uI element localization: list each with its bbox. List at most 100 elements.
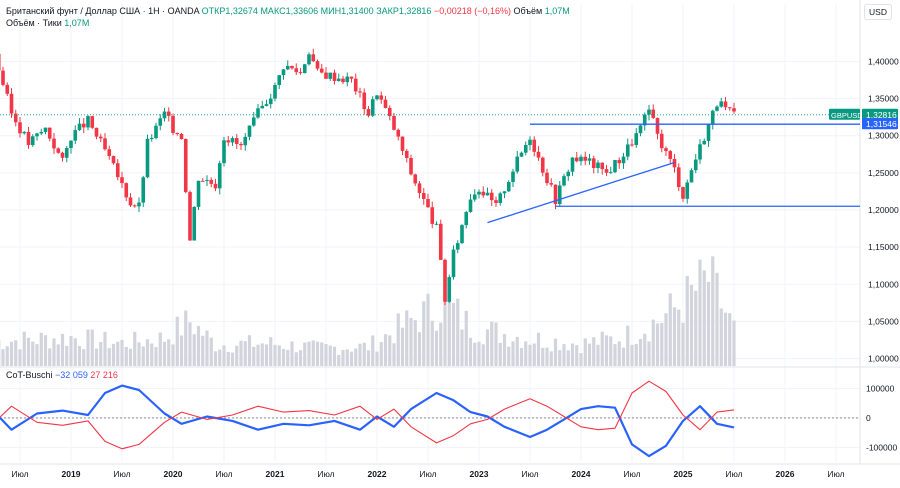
price-tick-label: 1,30000 xyxy=(868,131,899,141)
candle-body xyxy=(511,172,515,182)
volume-bar xyxy=(146,339,149,366)
volume-bar xyxy=(163,342,166,366)
time-tick-label: Июл xyxy=(317,469,334,479)
candle-body xyxy=(677,167,681,187)
volume-bar xyxy=(579,353,582,366)
close-label: ЗАКР xyxy=(376,6,399,16)
candle-body xyxy=(18,122,22,133)
volume-bar xyxy=(137,342,140,366)
candle-body xyxy=(303,64,307,73)
candle-body xyxy=(600,163,604,169)
candle-body xyxy=(469,200,473,212)
volume-bar xyxy=(388,335,391,366)
volume-bar xyxy=(354,349,357,366)
volume-bar xyxy=(707,282,710,366)
volume-bar xyxy=(112,344,115,366)
volume-bar xyxy=(35,344,38,366)
candle-body xyxy=(129,197,133,205)
volume-bar xyxy=(558,350,561,366)
volume-bar xyxy=(473,343,476,366)
candle-body xyxy=(358,91,362,92)
candle-body xyxy=(520,153,524,157)
volume-bar xyxy=(694,291,697,366)
volume-bar xyxy=(732,320,735,366)
candle-body xyxy=(545,173,549,183)
candle-body xyxy=(562,176,566,185)
volume-bar xyxy=(239,341,242,366)
trendlines xyxy=(488,124,861,222)
candle-body xyxy=(5,85,9,94)
time-tick-label: Июл xyxy=(11,469,28,479)
candle-body xyxy=(180,134,184,139)
volume-bar xyxy=(350,352,353,366)
price-tick-label: 1,20000 xyxy=(868,205,899,215)
volume-bar xyxy=(533,344,536,366)
volume-bar xyxy=(316,342,319,366)
candle-body xyxy=(592,158,596,168)
candle-body xyxy=(192,207,196,241)
candle-body xyxy=(464,212,468,225)
volume-bar xyxy=(507,347,510,366)
volume-bar xyxy=(120,340,123,366)
low-label: МИН xyxy=(321,6,341,16)
volume-bar xyxy=(320,342,323,366)
volume-bar xyxy=(159,333,162,366)
candle-body xyxy=(299,72,303,73)
volume-bars xyxy=(0,256,736,366)
time-tick-label: Июл xyxy=(113,469,130,479)
volume-bar xyxy=(346,349,349,366)
candle-body xyxy=(613,160,617,172)
candle-body xyxy=(413,174,417,183)
volume-bar xyxy=(333,347,336,366)
price-tick-label: 1,35000 xyxy=(868,94,899,104)
candle-body xyxy=(222,140,226,163)
volume-bar xyxy=(575,345,578,366)
volume-bar xyxy=(341,350,344,366)
volume-bar xyxy=(596,345,599,366)
high-label: МАКС xyxy=(260,6,285,16)
volume-bar xyxy=(10,342,13,366)
candle-body xyxy=(490,193,494,200)
volume-bar xyxy=(74,338,77,366)
volume-bar xyxy=(520,348,523,366)
volume-bar xyxy=(265,344,268,366)
candle-body xyxy=(379,95,383,99)
volume-header: Объём · Тики 1,07M xyxy=(6,18,89,28)
volume-bar xyxy=(711,256,714,366)
volume-bar xyxy=(499,343,502,366)
candles xyxy=(0,49,736,305)
candle-body xyxy=(235,138,239,144)
time-tick-label: 2019 xyxy=(62,469,81,479)
time-tick-label: Июл xyxy=(827,469,844,479)
candle-body xyxy=(639,125,643,133)
candle-body xyxy=(473,194,477,199)
candle-body xyxy=(120,177,124,183)
volume-bar xyxy=(57,344,60,366)
candle-body xyxy=(634,133,638,145)
volume-bar xyxy=(95,349,98,366)
volume-bar xyxy=(214,351,217,366)
candle-body xyxy=(524,145,528,153)
volume-bar xyxy=(494,322,497,366)
time-tick-label: 2025 xyxy=(674,469,693,479)
volume-bar xyxy=(324,344,327,366)
candle-body xyxy=(282,69,286,75)
candle-body xyxy=(31,136,35,145)
candle-body xyxy=(439,224,443,260)
volume-bar xyxy=(482,344,485,366)
currency-button[interactable]: USD xyxy=(864,4,892,20)
price-tick-label: 1,40000 xyxy=(868,56,899,66)
volume-bar xyxy=(690,285,693,366)
candle-body xyxy=(311,54,315,61)
candle-body xyxy=(307,54,311,64)
candle-body xyxy=(728,107,732,108)
volume-bar xyxy=(490,322,493,366)
time-tick-label: 2022 xyxy=(368,469,387,479)
candle-body xyxy=(277,75,281,85)
candle-body xyxy=(146,139,150,178)
candle-body xyxy=(35,133,39,136)
candle-body xyxy=(626,144,630,156)
